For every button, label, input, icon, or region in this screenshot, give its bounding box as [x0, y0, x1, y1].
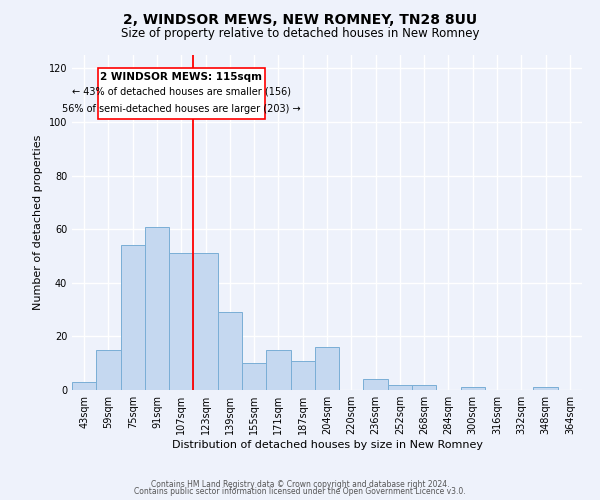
FancyBboxPatch shape: [97, 68, 265, 120]
Bar: [388, 384, 412, 390]
Bar: [145, 226, 169, 390]
Bar: [290, 360, 315, 390]
Text: 56% of semi-detached houses are larger (203) →: 56% of semi-detached houses are larger (…: [62, 104, 301, 114]
Text: 2, WINDSOR MEWS, NEW ROMNEY, TN28 8UU: 2, WINDSOR MEWS, NEW ROMNEY, TN28 8UU: [123, 12, 477, 26]
Bar: [461, 388, 485, 390]
Text: 2 WINDSOR MEWS: 115sqm: 2 WINDSOR MEWS: 115sqm: [100, 72, 262, 83]
Bar: [533, 388, 558, 390]
Text: Contains HM Land Registry data © Crown copyright and database right 2024.: Contains HM Land Registry data © Crown c…: [151, 480, 449, 489]
Bar: [169, 254, 193, 390]
Y-axis label: Number of detached properties: Number of detached properties: [33, 135, 43, 310]
Text: ← 43% of detached houses are smaller (156): ← 43% of detached houses are smaller (15…: [72, 86, 291, 97]
Text: Contains public sector information licensed under the Open Government Licence v3: Contains public sector information licen…: [134, 488, 466, 496]
Bar: [218, 312, 242, 390]
Bar: [315, 347, 339, 390]
Bar: [72, 382, 96, 390]
Text: Size of property relative to detached houses in New Romney: Size of property relative to detached ho…: [121, 28, 479, 40]
Bar: [412, 384, 436, 390]
Bar: [121, 246, 145, 390]
Bar: [266, 350, 290, 390]
Bar: [364, 380, 388, 390]
Bar: [193, 254, 218, 390]
Bar: [96, 350, 121, 390]
Bar: [242, 363, 266, 390]
X-axis label: Distribution of detached houses by size in New Romney: Distribution of detached houses by size …: [172, 440, 482, 450]
